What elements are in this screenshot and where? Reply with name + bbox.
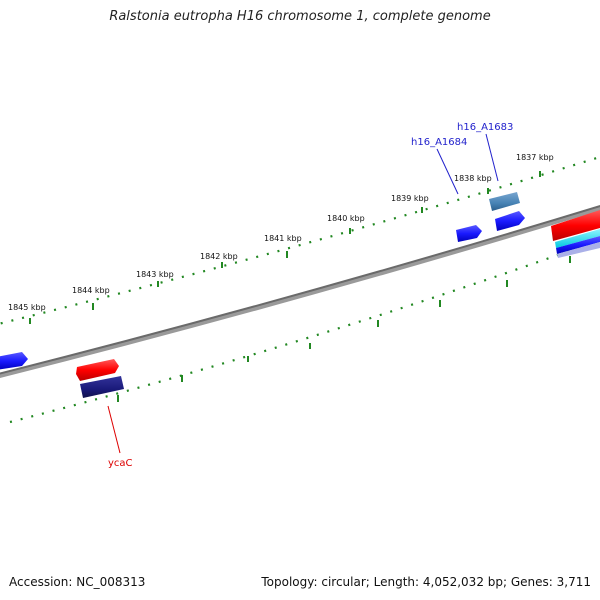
tick-label: 1843 kbp xyxy=(136,270,174,279)
gene-arrow-h16_A1683 xyxy=(489,192,520,211)
upper-tick-track xyxy=(0,155,600,325)
gene-arrow xyxy=(76,359,119,381)
genome-stats-label: Topology: circular; Length: 4,052,032 bp… xyxy=(261,575,591,589)
genome-backbone-shade xyxy=(0,205,600,375)
tick-label: 1844 kbp xyxy=(72,286,110,295)
gene-arrow xyxy=(555,229,600,248)
gene-features xyxy=(0,192,600,398)
tick-label: 1842 kbp xyxy=(200,252,238,261)
tick-label: 1839 kbp xyxy=(391,194,429,203)
gene-label-h16_A1683: h16_A1683 xyxy=(457,122,513,133)
gene-label-h16_A1684: h16_A1684 xyxy=(411,137,467,148)
tick-label: 1838 kbp xyxy=(454,174,492,183)
tick-label: 1840 kbp xyxy=(327,214,365,223)
gene-arrow xyxy=(557,242,600,258)
gene-arrow xyxy=(551,210,600,241)
gene-arrow-h16_A1684 xyxy=(456,225,482,242)
leader-line-h16_A1684 xyxy=(436,148,459,195)
genome-backbone xyxy=(0,205,600,379)
tick-label: 1845 kbp xyxy=(8,303,46,312)
leader-line-ycaC xyxy=(107,405,121,454)
gene-arrow-ycaC xyxy=(80,376,124,398)
upper-major-ticks xyxy=(29,171,541,324)
gene-label-ycaC: ycaC xyxy=(108,458,133,469)
gene-arrow xyxy=(495,211,525,231)
gene-arrow xyxy=(556,236,600,254)
tick-label: 1841 kbp xyxy=(264,234,302,243)
leader-line-h16_A1683 xyxy=(485,133,499,182)
tick-label: 1837 kbp xyxy=(516,153,554,162)
tick-labels: 1837 kbp 1838 kbp 1839 kbp 1840 kbp 1841… xyxy=(8,153,554,312)
lower-major-ticks xyxy=(117,256,571,402)
map-title: Ralstonia eutropha H16 chromosome 1, com… xyxy=(109,9,491,24)
gene-arrow xyxy=(0,352,28,370)
lower-tick-track xyxy=(9,238,600,424)
accession-label: Accession: NC_008313 xyxy=(9,575,146,589)
